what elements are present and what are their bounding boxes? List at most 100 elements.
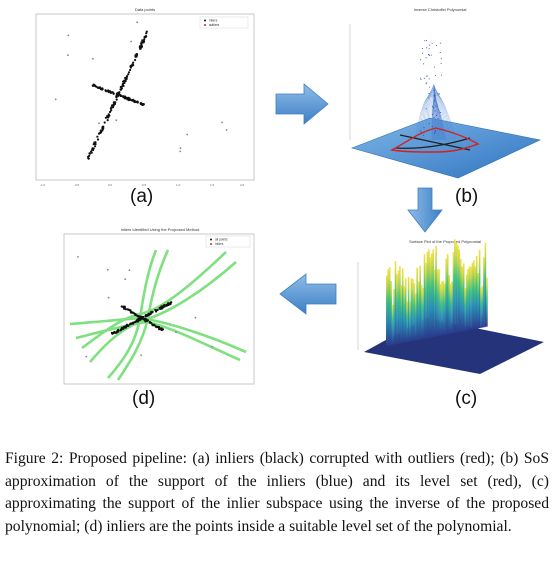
ridge-bar <box>406 301 408 343</box>
peak-sample-point <box>428 55 430 56</box>
arrow-left-icon <box>279 273 337 315</box>
all-point <box>123 306 127 309</box>
inlier-point <box>134 54 137 57</box>
outlier-point <box>136 21 139 24</box>
ridge-bar <box>386 275 388 346</box>
peak-sample-point <box>431 126 433 128</box>
peak-sample-point <box>440 62 442 64</box>
panel-c-ridge <box>386 239 488 346</box>
peak-sample-point <box>430 54 432 56</box>
peak-mesh-line <box>433 91 452 141</box>
all-point <box>112 331 115 335</box>
outlier-point <box>106 268 109 271</box>
ridge-bar <box>452 252 455 334</box>
outlier-point <box>225 129 228 131</box>
peak-mesh-line <box>433 89 448 141</box>
arrow-right-icon <box>275 83 329 125</box>
all-point <box>159 307 162 310</box>
inlier-point <box>124 79 127 83</box>
peak-sample-point <box>428 97 430 99</box>
ridge-bar <box>438 269 440 336</box>
inlier-point <box>99 129 102 132</box>
ridge-bar <box>410 278 413 342</box>
inlier-point <box>101 88 104 91</box>
inlier-point <box>88 152 91 155</box>
peak-sample-point <box>420 59 422 61</box>
ridge-bar <box>461 266 463 332</box>
panel-a-xtick: 0.5 <box>142 183 147 187</box>
peak-sample-point <box>422 134 424 136</box>
all-point <box>120 305 123 308</box>
all-point <box>168 302 171 305</box>
ridge-bar <box>412 278 414 341</box>
ridge-bar <box>442 280 445 336</box>
ridge-bar <box>467 269 469 331</box>
ridge-bar <box>484 242 487 327</box>
figure-canvas: Data points inliers outliers -1.0 -0.5 0… <box>35 7 544 385</box>
inlier-point <box>105 90 108 93</box>
outlier-point <box>107 296 110 299</box>
outlier-point <box>175 331 177 334</box>
inlier-point <box>115 92 118 95</box>
all-point <box>136 314 139 317</box>
panel-a-xtick: -1.0 <box>40 183 46 187</box>
ridge-bar <box>481 285 484 328</box>
all-point <box>133 312 137 316</box>
outlier-point <box>186 133 189 136</box>
ridge-bar <box>387 269 389 346</box>
all-point <box>152 323 155 326</box>
inlier-point <box>119 88 122 91</box>
peak-sample-point <box>438 93 440 95</box>
peak-mesh-line <box>433 85 439 141</box>
panel-a-label: (a) <box>130 186 154 207</box>
all-point <box>145 315 148 318</box>
all-point <box>159 327 162 330</box>
ridge-bar <box>448 274 450 334</box>
inlier-point <box>139 102 142 105</box>
inlier-point <box>101 126 104 129</box>
panel-b-label: (b) <box>455 186 479 207</box>
peak-sample-point <box>437 118 439 119</box>
all-point <box>145 319 148 322</box>
ridge-bar <box>396 274 398 345</box>
inlier-point <box>124 96 127 99</box>
panel-a-title: Data points <box>135 7 155 12</box>
legend-inlier-marker <box>204 19 206 22</box>
ridge-bar <box>451 281 453 334</box>
inlier-point <box>98 86 101 89</box>
panel-b-inlier-curve <box>395 137 471 149</box>
peak-sample-point <box>426 40 427 42</box>
peak-sample-point <box>419 77 421 79</box>
peak-mesh-line <box>427 88 442 141</box>
pipeline-figure: Data points inliers outliers -1.0 -0.5 0… <box>35 7 544 409</box>
inlier-point <box>140 46 143 49</box>
ridge-bar <box>432 249 434 337</box>
inlier-point <box>93 141 96 144</box>
ridge-bar <box>459 258 462 332</box>
panel-d-label: (d) <box>132 388 156 409</box>
panel-a-legend <box>199 16 249 29</box>
peak-sample-point <box>419 130 421 132</box>
peak-sample-point <box>435 105 437 107</box>
panel-a-plot: Data points inliers outliers -1.0 -0.5 0… <box>35 7 255 187</box>
caption-prefix: Figure 2: <box>5 450 64 467</box>
panel-d-title: Inliers Identified Using the Proposed Me… <box>121 227 200 232</box>
panel-d-scatter <box>77 256 214 358</box>
ridge-bar <box>444 283 446 335</box>
peak-sample-point <box>421 48 423 49</box>
inlier-point <box>96 138 100 141</box>
ridge-bar <box>475 255 478 329</box>
inlier-point <box>145 32 148 35</box>
panel-d-plot: Inliers Identified Using the Proposed Me… <box>63 227 255 385</box>
ridge-bar <box>425 263 427 339</box>
all-point <box>146 313 149 316</box>
inlier-point <box>109 107 112 110</box>
peak-sample-point <box>426 47 428 49</box>
inlier-point <box>97 132 101 135</box>
peak-sample-point <box>434 131 436 133</box>
all-point <box>154 308 157 312</box>
all-point <box>156 308 159 312</box>
all-point <box>132 322 135 325</box>
all-point <box>140 315 143 319</box>
peak-mesh-line <box>433 90 450 141</box>
